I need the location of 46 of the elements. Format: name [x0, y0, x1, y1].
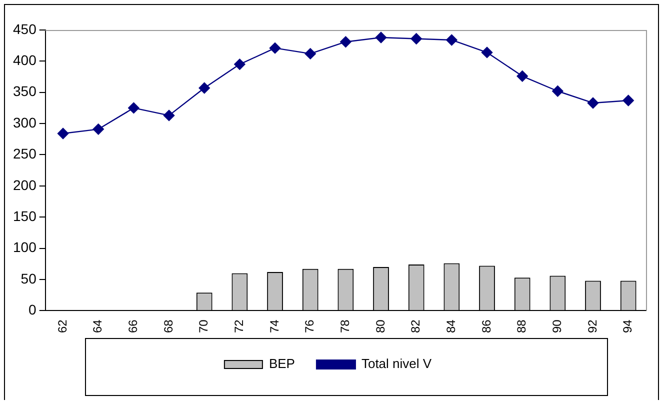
y-tick-label: 250: [13, 146, 37, 162]
y-tick-label: 450: [13, 20, 37, 37]
y-tick-label: 400: [13, 52, 37, 68]
point: [446, 34, 458, 46]
point: [587, 97, 599, 109]
point: [198, 82, 210, 94]
point: [516, 70, 528, 82]
point: [481, 46, 493, 58]
x-tick-label: 84: [444, 319, 458, 334]
x-tick-label: 76: [302, 319, 317, 334]
x-tick-label: 90: [550, 319, 564, 334]
point: [622, 94, 634, 106]
x-tick-label: 68: [161, 319, 176, 334]
x-tick-label: 80: [373, 319, 388, 334]
legend-label: BEP: [268, 356, 295, 372]
point: [410, 33, 422, 44]
point: [92, 124, 104, 135]
point: [375, 32, 387, 44]
point: [163, 110, 175, 122]
x-tick-label: 86: [479, 319, 494, 334]
y-tick-label: 200: [13, 176, 37, 193]
x-tick-label: 82: [408, 319, 423, 334]
point: [234, 58, 246, 70]
y-tick-label: 150: [13, 208, 37, 224]
y-tick-label: 0: [28, 302, 37, 318]
x-tick-label: 92: [585, 319, 600, 334]
point: [340, 36, 352, 48]
point: [269, 42, 281, 54]
point: [57, 128, 69, 140]
x-tick-label: 62: [55, 319, 70, 334]
y-tick-label: 300: [13, 114, 37, 130]
x-tick-label: 88: [514, 319, 529, 334]
point: [552, 86, 564, 97]
point: [128, 102, 140, 114]
x-tick-label: 78: [338, 319, 352, 334]
x-tick-label: 64: [90, 319, 105, 334]
x-tick-label: 94: [620, 319, 635, 334]
x-tick-label: 72: [232, 319, 246, 334]
x-tick-label: 66: [126, 319, 140, 334]
x-tick-label: 70: [196, 319, 211, 334]
x-tick-label: 74: [267, 319, 282, 334]
y-tick-label: 50: [20, 270, 37, 286]
y-tick-label: 350: [13, 83, 37, 100]
y-tick-label: 100: [13, 239, 37, 256]
point: [304, 48, 316, 60]
legend-label: Total nivel V: [361, 356, 432, 372]
